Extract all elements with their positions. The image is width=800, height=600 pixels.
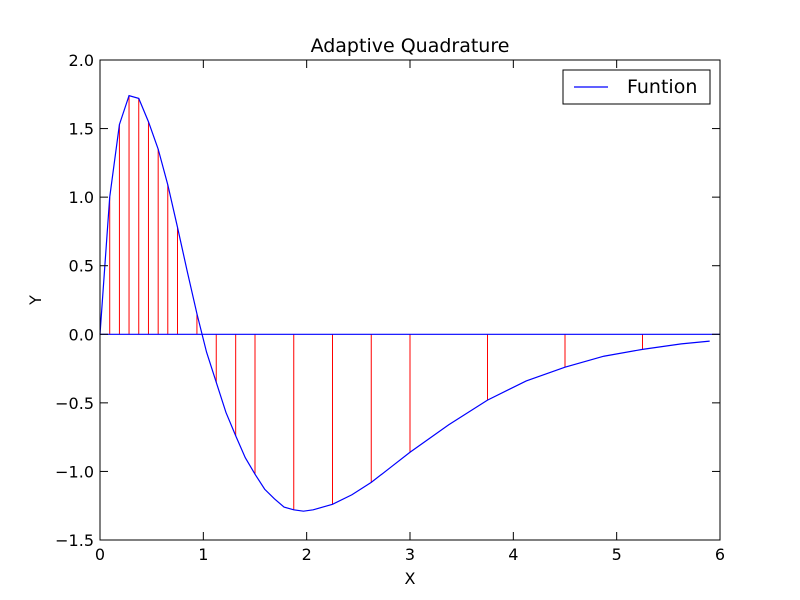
y-tick-label: −1.5: [55, 531, 94, 550]
series-line-function: [99, 94, 710, 512]
x-tick-label: 6: [715, 545, 725, 564]
y-tick-label: −0.5: [55, 394, 94, 413]
legend: Funtion: [562, 69, 711, 105]
y-tick-label: 0.5: [69, 257, 94, 276]
x-tick-label: 5: [612, 545, 622, 564]
x-tick-label: 1: [198, 545, 208, 564]
x-axis-title: X: [405, 569, 416, 588]
chart-title: Adaptive Quadrature: [311, 35, 510, 57]
plot-area: [99, 94, 720, 512]
x-tick-label: 3: [405, 545, 415, 564]
x-tick-label: 2: [302, 545, 312, 564]
y-tick-label: 1.0: [69, 188, 94, 207]
y-tick-label: 2.0: [69, 51, 94, 70]
legend-label: Funtion: [627, 76, 697, 98]
ticks: 0 1 2 3 4 5 6 −1.5 −1.0 −0.5 0.0 0.5 1.0 1.5 2.0: [55, 51, 725, 564]
y-tick-label: 0.0: [69, 325, 94, 344]
x-tick-label: 4: [508, 545, 518, 564]
y-axis-title: Y: [26, 295, 45, 306]
x-tick-label: 0: [95, 545, 105, 564]
y-tick-label: 1.5: [69, 120, 94, 139]
y-tick-label: −1.0: [55, 462, 94, 481]
